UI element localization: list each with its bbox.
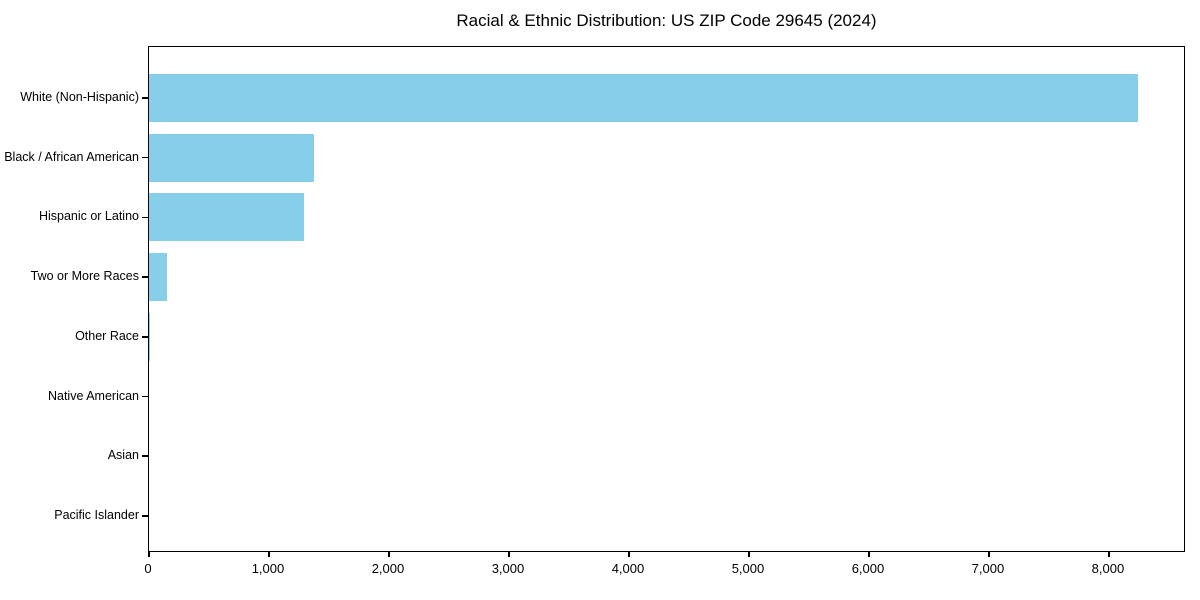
bar-hispanic-or-latino	[149, 193, 304, 242]
x-tick-label: 5,000	[731, 561, 765, 576]
x-tick-label: 1,000	[251, 561, 285, 576]
bar-other-race	[149, 312, 151, 361]
category-label: Black / African American	[4, 149, 139, 164]
x-tick-label: 6,000	[851, 561, 885, 576]
category-label: Two or More Races	[30, 269, 139, 284]
x-tick-mark	[268, 552, 270, 557]
y-tick-mark	[142, 336, 148, 338]
category-label: Hispanic or Latino	[38, 209, 139, 224]
y-tick-mark	[142, 455, 148, 457]
x-tick-mark	[628, 552, 630, 557]
category-label: Native American	[47, 388, 139, 403]
bar-white-non-hispanic	[149, 74, 1138, 122]
x-tick-label: 8,000	[1091, 561, 1125, 576]
x-tick-mark	[748, 552, 750, 557]
x-tick-mark	[1108, 552, 1110, 557]
category-label: White (Non-Hispanic)	[20, 90, 139, 104]
chart-title: Racial & Ethnic Distribution: US ZIP Cod…	[456, 11, 877, 30]
bar-black-african-american	[149, 133, 314, 182]
bar-two-or-more-races	[149, 253, 167, 302]
x-tick-mark	[508, 552, 510, 557]
y-tick-mark	[142, 515, 148, 517]
x-tick-label: 0	[144, 561, 152, 576]
category-label: Asian	[107, 448, 139, 463]
y-tick-mark	[142, 395, 148, 398]
x-tick-mark	[148, 552, 150, 557]
category-label: Pacific Islander	[54, 507, 139, 522]
y-tick-mark	[142, 156, 148, 159]
y-tick-mark	[142, 216, 148, 219]
x-tick-label: 2,000	[371, 561, 405, 576]
x-tick-mark	[388, 552, 390, 557]
y-tick-mark	[142, 97, 148, 99]
y-tick-mark	[142, 276, 148, 278]
x-tick-label: 3,000	[491, 561, 525, 576]
x-tick-mark	[988, 552, 990, 557]
x-tick-mark	[868, 552, 870, 557]
x-tick-label: 7,000	[971, 561, 1005, 576]
category-label: Other Race	[75, 328, 139, 343]
plot-area	[142, 46, 1185, 557]
x-tick-label: 4,000	[611, 561, 645, 576]
